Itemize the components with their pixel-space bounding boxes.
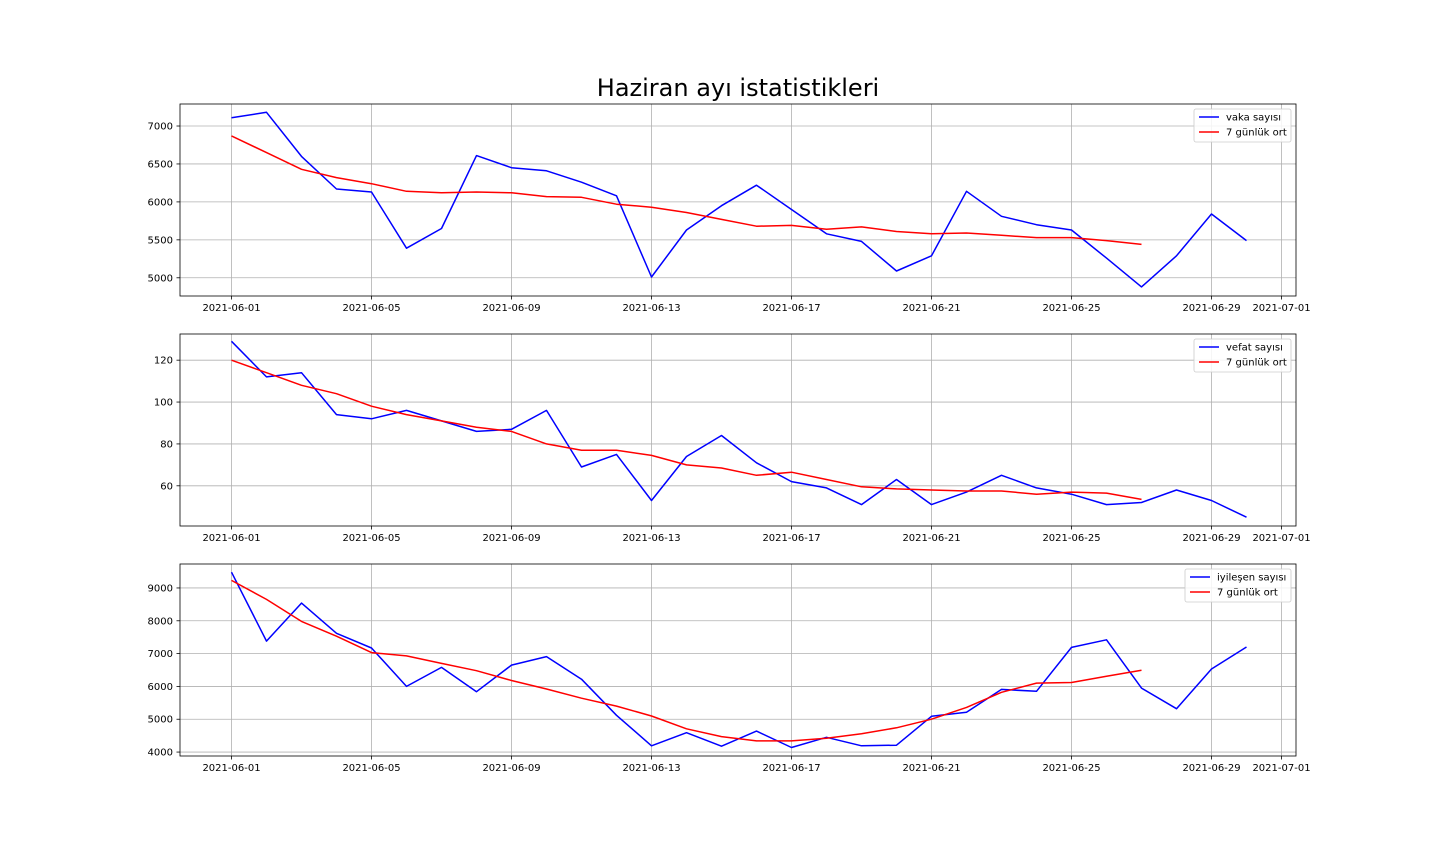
y-tick-label: 4000 [148, 748, 173, 759]
x-tick-label: 2021-06-09 [482, 763, 540, 774]
subplot-3: 2021-06-01 2021-06-05 2021-06-09 2021-06-13… [148, 563, 1311, 774]
y-tick-label: 6500 [148, 159, 173, 170]
series-line-daily [230, 340, 1247, 518]
y-tick-label: 80 [160, 439, 173, 450]
x-tick-label: 2021-06-17 [762, 763, 820, 774]
x-tick-label: 2021-06-13 [622, 533, 680, 544]
y-tick-label: 60 [160, 481, 173, 492]
x-tick-label: 2021-06-29 [1182, 533, 1240, 544]
legend-label: 7 günlük ort [1226, 358, 1287, 369]
y-tick-label: 7000 [148, 122, 173, 133]
x-tick-label: 2021-06-01 [202, 763, 260, 774]
x-tick-label: 2021-06-21 [902, 763, 960, 774]
x-tick-label: 2021-06-01 [202, 533, 260, 544]
legend-box [1184, 568, 1292, 603]
x-tick-label: 2021-06-05 [342, 533, 400, 544]
legend-label: 7 günlük ort [1226, 128, 1287, 139]
y-tick-label: 100 [154, 398, 173, 409]
x-tick-label: 2021-06-01 [202, 303, 260, 314]
x-tick-label: 2021-06-25 [1042, 303, 1100, 314]
x-tick-label: 2021-06-29 [1182, 303, 1240, 314]
x-tick-label: 2021-06-05 [342, 763, 400, 774]
legend-label: vefat sayısı [1226, 343, 1283, 354]
x-tick-label: 2021-06-09 [482, 303, 540, 314]
legend: iyileşen sayısı 7 günlük ort [1184, 568, 1292, 603]
x-tick-label: 2021-06-05 [342, 303, 400, 314]
axes-frame [179, 563, 1297, 757]
y-tick-label: 5500 [148, 235, 173, 246]
y-tick-label: 8000 [148, 616, 173, 627]
x-tick-label: 2021-06-17 [762, 303, 820, 314]
subplot-2: 2021-06-01 2021-06-05 2021-06-09 2021-06-13… [154, 333, 1311, 544]
x-tick-label: 2021-06-25 [1042, 763, 1100, 774]
legend-label: 7 günlük ort [1217, 588, 1278, 599]
series-line-avg [231, 579, 1142, 742]
axes-frame [179, 103, 1297, 297]
series-line-daily [230, 571, 1247, 749]
subplot-1: 2021-06-01 2021-06-05 2021-06-09 2021-06-13… [148, 103, 1311, 314]
y-tick-label: 6000 [148, 682, 173, 693]
x-tick-label: 2021-06-13 [622, 763, 680, 774]
series-line-avg [231, 359, 1142, 501]
series-line-avg [231, 135, 1142, 246]
y-tick-label: 9000 [148, 583, 173, 594]
x-tick-label: 2021-06-21 [902, 303, 960, 314]
y-tick-label: 7000 [148, 649, 173, 660]
x-tick-label: 2021-06-17 [762, 533, 820, 544]
x-tick-label: 2021-07-01 [1252, 763, 1310, 774]
x-tick-label: 2021-06-09 [482, 533, 540, 544]
legend: vaka sayısı 7 günlük ort [1193, 108, 1292, 143]
y-tick-label: 5000 [148, 715, 173, 726]
x-tick-label: 2021-06-13 [622, 303, 680, 314]
x-tick-label: 2021-07-01 [1252, 303, 1310, 314]
x-tick-label: 2021-06-25 [1042, 533, 1100, 544]
legend-label: iyileşen sayısı [1217, 573, 1286, 584]
y-tick-label: 6000 [148, 197, 173, 208]
y-tick-label: 120 [154, 356, 173, 367]
x-tick-label: 2021-07-01 [1252, 533, 1310, 544]
y-tick-label: 5000 [148, 273, 173, 284]
legend-label: vaka sayısı [1226, 113, 1281, 124]
x-tick-label: 2021-06-21 [902, 533, 960, 544]
legend: vefat sayısı 7 günlük ort [1193, 338, 1292, 373]
series-line-daily [231, 111, 1247, 288]
axes-frame [179, 333, 1297, 527]
x-tick-label: 2021-06-29 [1182, 763, 1240, 774]
figure-title: Haziran ayı istatistikleri [596, 74, 880, 102]
